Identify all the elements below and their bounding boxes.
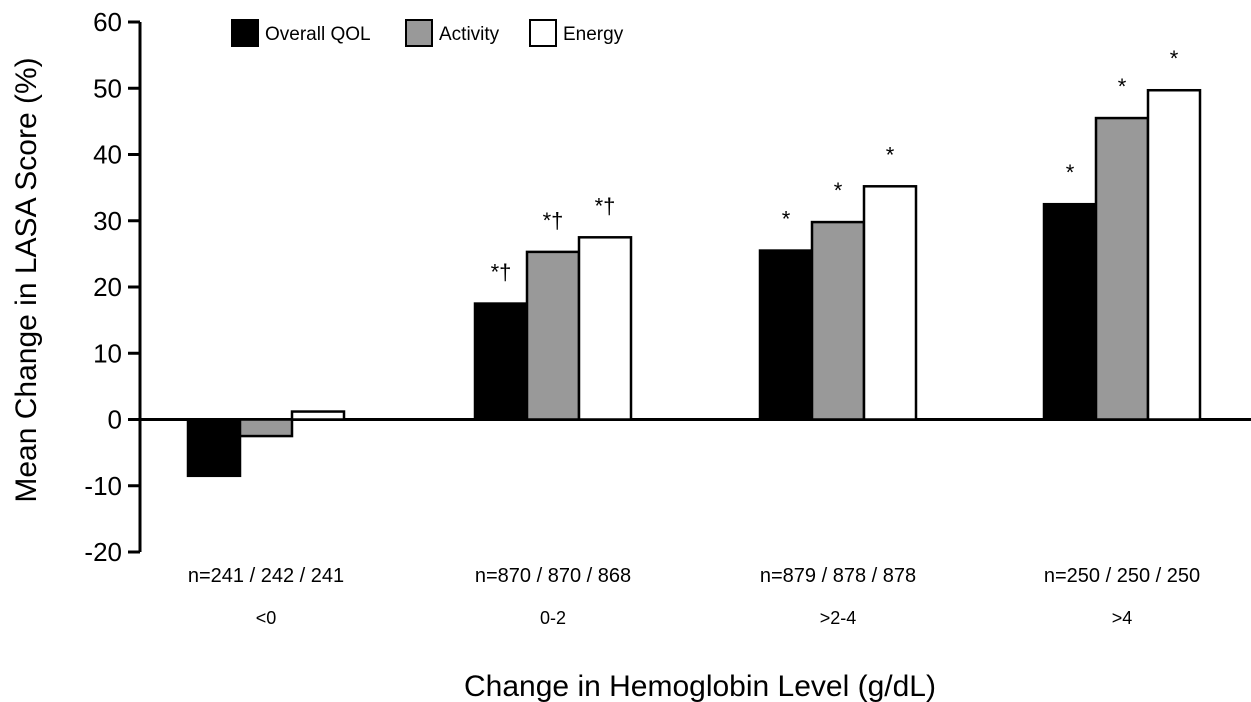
y-tick-label: 10	[93, 338, 122, 368]
sample-size-label: n=241 / 242 / 241	[188, 565, 344, 587]
bar	[577, 236, 633, 421]
bars	[186, 88, 1202, 478]
y-tick-label: 0	[108, 405, 122, 435]
y-tick-label: 40	[93, 140, 122, 170]
bar	[186, 418, 242, 478]
y-tick-label: 20	[93, 272, 122, 302]
bar-annotation: *	[1066, 160, 1075, 185]
x-tick-label: >4	[1112, 608, 1133, 628]
bar-annotation: *	[886, 142, 895, 167]
bar	[862, 185, 918, 421]
y-tick-label: 50	[93, 73, 122, 103]
legend: Overall QOL Activity Energy	[231, 19, 624, 47]
legend-label: Energy	[563, 24, 624, 45]
bar	[810, 220, 866, 421]
bar	[525, 250, 581, 421]
bar-annotation: *†	[543, 208, 564, 233]
bar	[290, 410, 346, 421]
y-tick-label: 30	[93, 206, 122, 236]
x-tick-label: 0-2	[540, 608, 566, 628]
bar	[1146, 88, 1202, 421]
bar	[758, 249, 814, 421]
bar-annotation: *†	[491, 260, 512, 285]
sample-size-label: n=250 / 250 / 250	[1044, 565, 1200, 587]
legend-swatch	[405, 19, 433, 47]
bar-annotation: *	[1118, 74, 1127, 99]
sample-size-label: n=879 / 878 / 878	[760, 565, 916, 587]
y-tick-label: 60	[93, 7, 122, 37]
bar-annotation: *	[1170, 46, 1179, 71]
x-axis-labels: n=241 / 242 / 241 <0 n=870 / 870 / 868 0-2 n…	[188, 565, 1200, 628]
sample-size-label: n=870 / 870 / 868	[475, 565, 631, 587]
x-tick-label: <0	[256, 608, 277, 628]
x-axis-title: Change in Hemoglobin Level (g/dL)	[464, 670, 936, 702]
bar-annotation: *†	[595, 193, 616, 218]
bar	[473, 302, 529, 421]
legend-label: Overall QOL	[265, 24, 371, 45]
bar	[1094, 116, 1150, 421]
bar-annotation: *	[834, 178, 843, 203]
bar-annotations: *† *† *† * * * * * *	[491, 46, 1179, 284]
legend-swatch	[529, 19, 557, 47]
bar	[1042, 202, 1098, 421]
y-tick-label: -10	[84, 471, 122, 501]
legend-swatch	[231, 19, 259, 47]
y-tick-label: -20	[84, 537, 122, 567]
bar	[238, 418, 294, 438]
bar-annotation: *	[782, 207, 791, 232]
legend-label: Activity	[439, 24, 500, 45]
y-axis-title: Mean Change in LASA Score (%)	[10, 57, 43, 502]
x-tick-label: >2-4	[820, 608, 857, 628]
